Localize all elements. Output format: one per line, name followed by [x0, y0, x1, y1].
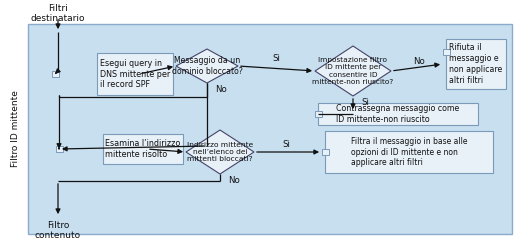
FancyBboxPatch shape: [97, 53, 173, 95]
FancyBboxPatch shape: [103, 134, 183, 164]
FancyBboxPatch shape: [314, 111, 322, 117]
FancyBboxPatch shape: [446, 39, 506, 89]
Text: Filtro ID mittente: Filtro ID mittente: [11, 91, 21, 167]
Text: Filtri
destinatario: Filtri destinatario: [31, 4, 85, 23]
Text: No: No: [215, 84, 227, 94]
FancyBboxPatch shape: [55, 146, 63, 152]
Text: Sì: Sì: [282, 139, 291, 148]
FancyBboxPatch shape: [322, 149, 328, 155]
Polygon shape: [176, 49, 238, 83]
Text: Impostazione filtro
ID mittente per
consentire ID
mittente-non riuscito?: Impostazione filtro ID mittente per cons…: [312, 57, 394, 85]
Polygon shape: [315, 46, 391, 96]
FancyBboxPatch shape: [318, 103, 478, 125]
Text: Indirizzo mittente
nell’elenco dei
mittenti bloccati?: Indirizzo mittente nell’elenco dei mitte…: [187, 142, 253, 162]
Text: Filtro
contenuto: Filtro contenuto: [35, 221, 81, 240]
Text: Esamina l’indirizzo
mittente risolto: Esamina l’indirizzo mittente risolto: [105, 139, 181, 159]
Text: Messaggio da un
dominio bloccato?: Messaggio da un dominio bloccato?: [171, 56, 242, 76]
FancyBboxPatch shape: [442, 49, 450, 55]
Polygon shape: [186, 130, 254, 174]
Text: Sì: Sì: [361, 98, 369, 107]
Text: Sì: Sì: [272, 54, 280, 62]
Text: No: No: [413, 57, 424, 65]
Text: Filtra il messaggio in base alle
opzioni di ID mittente e non
applicare altri fi: Filtra il messaggio in base alle opzioni…: [351, 137, 467, 167]
Text: No: No: [228, 176, 240, 185]
FancyBboxPatch shape: [325, 131, 493, 173]
Text: Contrassegna messaggio come
ID mittente-non riuscito: Contrassegna messaggio come ID mittente-…: [336, 104, 459, 124]
Text: Esegui query in
DNS mittente per
il record SPF: Esegui query in DNS mittente per il reco…: [100, 59, 170, 89]
Text: Rifiuta il
messaggio e
non applicare
altri filtri: Rifiuta il messaggio e non applicare alt…: [450, 43, 502, 85]
FancyBboxPatch shape: [51, 71, 59, 77]
FancyBboxPatch shape: [28, 24, 512, 234]
